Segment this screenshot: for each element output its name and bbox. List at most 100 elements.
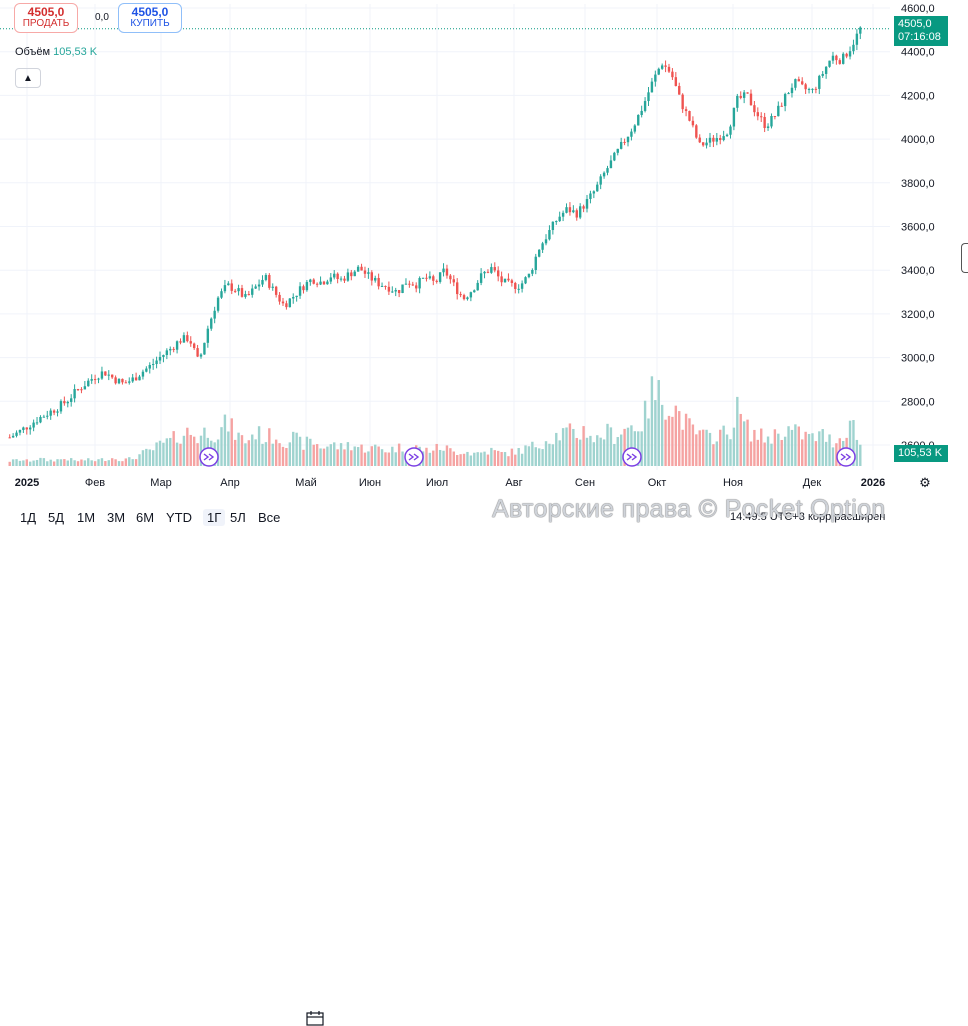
volume-bar: [476, 452, 479, 466]
last-price-label: 4505,0 07:16:08: [894, 16, 948, 46]
volume-bar: [52, 461, 56, 466]
volume-bar: [654, 400, 657, 466]
bottom-toolbar: 1Д 5Д 1М 3М 6М YTD 1Г 5Л Все 14:49:5 UTC+3 корр …: [0, 502, 968, 1026]
volume-bar: [261, 443, 264, 466]
clock-time: 14:49:5: [730, 511, 767, 523]
volume-bar: [189, 434, 192, 466]
candle-body: [609, 160, 613, 169]
candle-body: [343, 278, 346, 281]
price-axis[interactable]: 2600,02800,03000,03200,03400,03600,03800…: [901, 3, 935, 452]
event-markers: [199, 447, 856, 467]
timeframe-button[interactable]: 3М: [107, 510, 126, 525]
candle-body: [100, 371, 104, 379]
last-price-value: 4505,0: [898, 18, 932, 30]
candle-body: [148, 365, 151, 369]
volume-bar: [278, 443, 281, 466]
collapse-legend-button[interactable]: ▲: [15, 68, 41, 88]
timeframe-button[interactable]: 1М: [77, 510, 96, 525]
time-axis[interactable]: 2025 Фев Мар Апр Май Июн Июл Авг Сен Окт Ноя Дек 202…: [15, 477, 885, 489]
volume-bar: [42, 458, 46, 466]
volume-bar: [46, 461, 49, 466]
settings-icon[interactable]: ⚙: [919, 475, 931, 490]
time-tick-label: Дек: [803, 477, 822, 489]
candle-body: [274, 286, 278, 295]
timeframe-button[interactable]: YTD: [166, 510, 192, 525]
volume-bar: [531, 441, 534, 466]
session: расширен: [834, 511, 886, 523]
volume-bar: [363, 452, 367, 466]
event-marker-icon[interactable]: [622, 447, 642, 467]
volume-bar: [541, 449, 544, 466]
candle-body: [572, 210, 575, 213]
candle-body: [558, 216, 561, 222]
event-marker-icon[interactable]: [404, 447, 424, 467]
buy-button[interactable]: 4505,0 КУПИТЬ: [118, 3, 182, 33]
volume-bar: [240, 435, 244, 466]
candle-body: [411, 284, 414, 286]
event-marker-icon[interactable]: [199, 447, 219, 467]
timeframe-button[interactable]: 5Д: [48, 510, 65, 525]
volume-bar: [251, 434, 254, 466]
candle-body: [432, 276, 435, 281]
candle-body: [578, 206, 582, 218]
timeframe-button[interactable]: 5Л: [230, 510, 246, 525]
candle-body: [626, 136, 630, 143]
volume-bar: [295, 432, 298, 466]
timezone: UTC+3: [769, 511, 805, 523]
candle-body: [121, 378, 124, 383]
volume-bar: [237, 432, 240, 466]
volume-bar: [510, 448, 514, 466]
side-panel-handle[interactable]: [961, 243, 968, 273]
sell-label: ПРОДАТЬ: [22, 18, 70, 29]
candle-body: [305, 282, 309, 291]
clock-timezone[interactable]: 14:49:5 UTC+3 корр расширен: [730, 511, 885, 523]
candle-body: [35, 422, 39, 424]
volume-bar: [855, 439, 859, 466]
volume-bar: [797, 426, 800, 466]
candle-body: [606, 168, 609, 173]
candle-body: [329, 277, 333, 282]
volume-bar: [783, 436, 787, 466]
candle-body: [223, 285, 227, 292]
candle-body: [76, 389, 80, 391]
candle-body: [531, 269, 534, 274]
volume-bar: [660, 404, 664, 466]
volume-axis-label: 105,53 K: [894, 445, 948, 462]
volume-bar: [756, 439, 760, 466]
calendar-icon[interactable]: [306, 1010, 324, 1026]
candle-body: [821, 73, 824, 76]
candle-body: [537, 249, 541, 257]
candle-body: [780, 105, 783, 107]
event-marker-icon[interactable]: [836, 447, 856, 467]
candle-body: [189, 341, 192, 344]
timeframe-button[interactable]: 1Г: [203, 509, 226, 526]
candle-body: [705, 142, 708, 146]
candle-body: [585, 198, 589, 209]
candle-body: [377, 277, 380, 287]
volume-bar: [619, 434, 623, 466]
volume-bar: [90, 460, 93, 466]
candle-body: [541, 243, 544, 250]
candle-body: [842, 53, 845, 64]
candle-body: [213, 310, 216, 319]
volume-bar: [589, 435, 592, 466]
candle-body: [486, 271, 490, 273]
volume-bar: [575, 437, 578, 466]
timeframe-button[interactable]: 6М: [136, 510, 155, 525]
candle-body: [848, 51, 852, 57]
time-tick-label: Мар: [150, 477, 172, 489]
candle-body: [415, 285, 418, 289]
spread-value: 0,0: [95, 12, 109, 23]
volume-bar: [715, 441, 719, 466]
price-chart[interactable]: 2600,02800,03000,03200,03400,03600,03800…: [0, 0, 968, 531]
candle-body: [172, 348, 175, 350]
sell-button[interactable]: 4505,0 ПРОДАТЬ: [14, 3, 78, 33]
volume-bar: [456, 455, 459, 466]
candle-body: [674, 77, 678, 86]
candle-body: [736, 95, 739, 108]
timeframe-button[interactable]: Все: [258, 510, 281, 525]
timeframe-button[interactable]: 1Д: [20, 510, 37, 525]
volume-bar: [592, 442, 596, 466]
candle-body: [514, 282, 517, 290]
volume-bar: [360, 444, 363, 466]
